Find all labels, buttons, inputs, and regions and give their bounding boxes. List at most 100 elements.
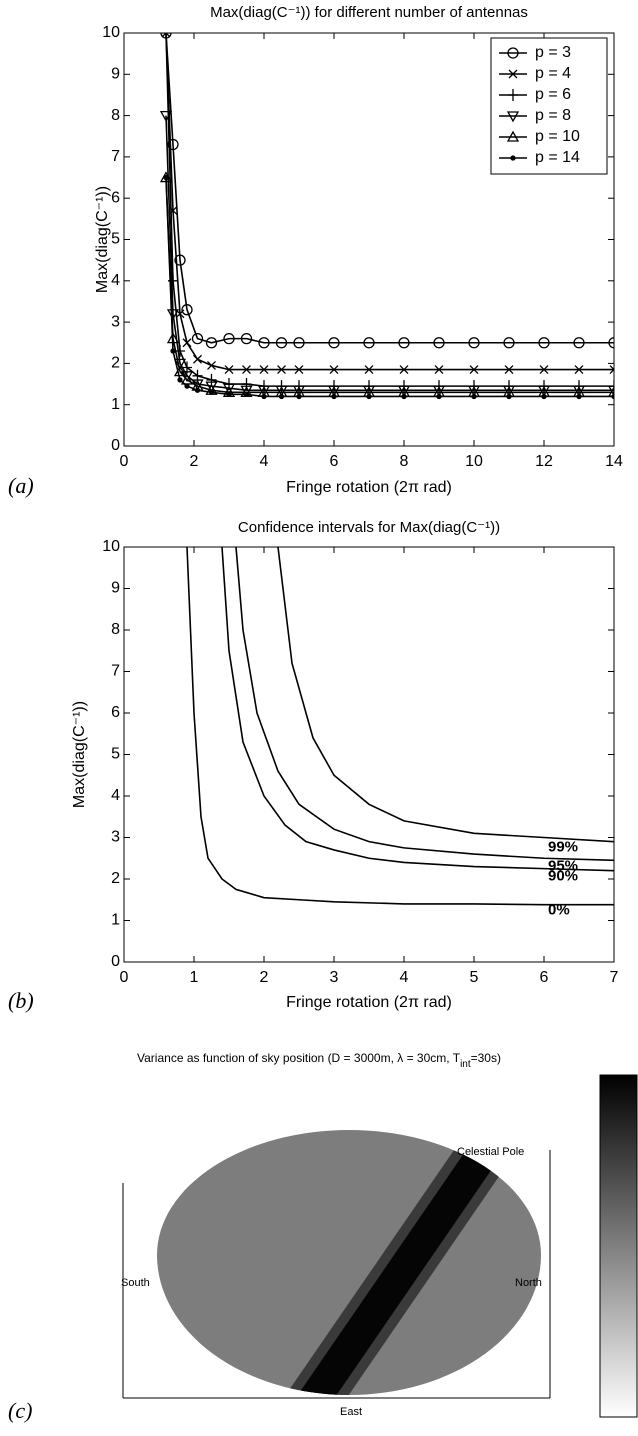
marker	[471, 393, 477, 400]
y-tick-label: 1	[111, 912, 120, 929]
marker	[576, 393, 582, 400]
marker	[507, 47, 519, 59]
x-tick-label: 6	[540, 969, 549, 986]
marker	[399, 365, 409, 375]
y-axis-label: Max(diag(C⁻¹))	[71, 701, 88, 808]
marker	[504, 365, 514, 375]
marker	[609, 365, 614, 375]
marker	[611, 393, 614, 400]
marker	[159, 110, 173, 122]
marker	[328, 337, 340, 349]
marker	[278, 393, 285, 400]
x-tick-label: 0	[120, 453, 129, 470]
marker	[205, 337, 218, 349]
marker	[296, 393, 302, 400]
marker	[240, 332, 253, 345]
x-tick-label: 3	[330, 969, 339, 986]
marker	[170, 348, 176, 354]
annotation: South	[121, 1277, 150, 1289]
legend: p = 3 p = 4 p = 6 p = 8 p = 10 p = 14	[490, 37, 608, 175]
marker	[173, 358, 187, 370]
marker	[163, 174, 169, 181]
marker	[433, 337, 445, 349]
y-tick-label: 4	[111, 787, 120, 804]
panel-label: (b)	[8, 988, 34, 1013]
series-label: 90%	[548, 868, 578, 885]
y-tick-label: 2	[111, 870, 120, 887]
marker	[222, 383, 236, 395]
x-tick-label: 1	[190, 969, 199, 986]
y-tick-label: 6	[111, 704, 120, 721]
chart-title: Max(diag(C⁻¹)) for different number of a…	[210, 4, 528, 21]
y-tick-label: 10	[102, 24, 120, 41]
marker	[161, 33, 171, 39]
title-part: Variance as function of sky position (D …	[137, 1051, 461, 1065]
y-tick-label: 9	[111, 66, 120, 83]
y-tick-label: 5	[111, 746, 120, 763]
marker	[293, 337, 305, 349]
y-tick-label: 0	[111, 437, 120, 454]
marker	[182, 338, 192, 348]
plot-area	[186, 547, 614, 906]
marker	[510, 155, 516, 161]
marker	[364, 365, 374, 375]
legend-box	[490, 37, 608, 175]
legend-label: p = 10	[535, 128, 580, 145]
y-tick-label: 5	[111, 231, 120, 248]
marker	[181, 304, 193, 316]
y-tick-label: 7	[111, 148, 120, 165]
y-tick-label: 0	[111, 953, 120, 970]
panel-label: (c)	[8, 1398, 32, 1423]
series-line	[165, 177, 614, 398]
legend-label: p = 4	[535, 65, 571, 82]
x-tick-label: 2	[190, 453, 199, 470]
y-tick-label: 10	[102, 538, 120, 555]
marker	[294, 365, 304, 375]
marker	[175, 345, 185, 358]
x-tick-label: 6	[330, 453, 339, 470]
marker	[205, 381, 218, 393]
marker	[177, 377, 183, 383]
y-axis-label: Max(diag(C⁻¹))	[94, 186, 111, 293]
legend-label: p = 6	[535, 86, 571, 103]
y-tick-label: 3	[111, 829, 120, 846]
x-tick-label: 14	[605, 453, 623, 470]
marker	[193, 354, 202, 364]
y-tick-label: 4	[111, 272, 120, 289]
x-tick-label: 8	[400, 453, 409, 470]
marker	[539, 365, 549, 375]
legend-label: p = 8	[535, 107, 571, 124]
y-tick-label: 8	[111, 107, 120, 124]
marker	[541, 393, 547, 400]
marker	[469, 365, 479, 375]
series-line	[165, 177, 614, 394]
series-label: 0%	[548, 902, 570, 919]
plot-area	[159, 33, 614, 400]
marker	[243, 391, 250, 398]
marker	[506, 111, 520, 123]
marker	[329, 365, 339, 375]
colorbar	[599, 1074, 638, 1418]
x-axis-label: Fringe rotation (2π rad)	[286, 994, 452, 1011]
legend-label: p = 14	[535, 149, 580, 166]
y-tick-label: 8	[111, 621, 120, 638]
marker	[573, 337, 585, 349]
series-label: 99%	[548, 839, 578, 856]
marker	[226, 391, 232, 398]
marker	[194, 387, 201, 393]
legend-label: p = 3	[535, 44, 571, 61]
marker	[167, 138, 179, 151]
y-tick-label: 7	[111, 663, 120, 680]
x-tick-label: 2	[260, 969, 269, 986]
series-line	[277, 547, 614, 843]
annotation: Celestial Pole	[457, 1146, 524, 1158]
marker	[191, 332, 204, 345]
x-tick-label: 4	[260, 453, 269, 470]
marker	[174, 254, 186, 266]
series-line	[221, 547, 614, 872]
marker	[366, 393, 372, 400]
x-axis-label: Fringe rotation (2π rad)	[286, 479, 452, 496]
marker	[508, 69, 518, 79]
x-tick-label: 7	[610, 969, 619, 986]
